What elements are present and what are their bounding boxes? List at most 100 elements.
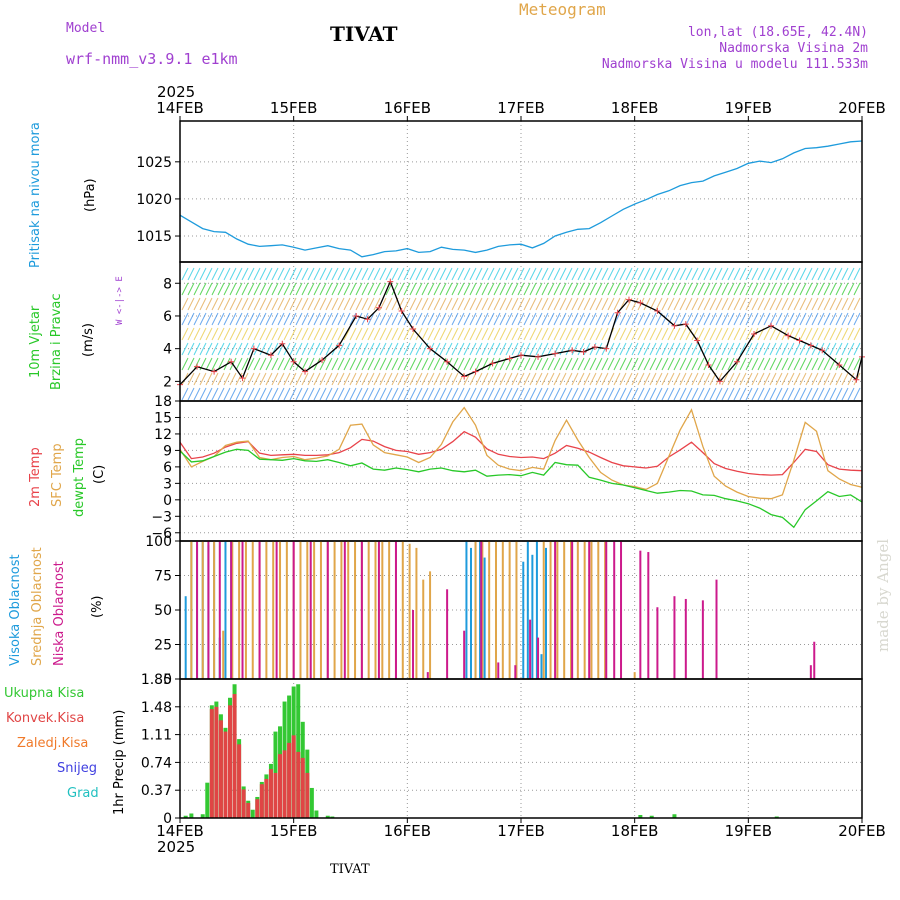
- wind-gust-marker: [250, 345, 257, 352]
- cloud-mid-bar: [563, 541, 566, 679]
- y-tick-label-temperature: 12: [154, 427, 172, 443]
- y-tick-label-temperature: 6: [163, 460, 172, 476]
- cloud-mid-bar: [422, 579, 425, 679]
- wind-gust-marker: [290, 358, 297, 365]
- cloud-low-bar: [275, 541, 278, 679]
- wind-barb-band: [181, 387, 861, 401]
- wind-gust-marker: [211, 368, 218, 375]
- panel-temperature: [175, 400, 863, 542]
- cloud-low-bar: [497, 662, 500, 679]
- cloud-mid-bar: [251, 541, 254, 679]
- cloud-low-bar: [571, 541, 574, 679]
- model-name: wrf-nmm_v3.9.1 e1km: [66, 50, 238, 68]
- precip-conv-bar: [296, 751, 301, 818]
- wind-gust-marker: [461, 373, 468, 380]
- wind-gust-marker: [694, 337, 701, 344]
- precip-total-bar: [672, 814, 677, 818]
- cloud-high-bar: [522, 561, 525, 679]
- cloud-low-bar: [529, 619, 532, 679]
- legend-hail: Grad: [67, 786, 99, 801]
- y-tick-label-wind: 4: [163, 342, 172, 358]
- y-tick-label-temperature: 18: [154, 394, 172, 410]
- wind-gust-marker: [785, 332, 792, 339]
- cloud-low-bar: [554, 541, 557, 679]
- wind-gust-marker: [614, 309, 621, 316]
- y-tick-label-wind: 6: [163, 309, 172, 325]
- precip-conv-bar: [228, 705, 233, 818]
- y-tick-label-wind: 8: [163, 276, 172, 292]
- x-tick-label-top: 19FEB: [725, 99, 772, 117]
- precip-total-bar: [325, 815, 330, 818]
- cloud-mid-bar: [319, 541, 322, 679]
- temperature-sfc-line: [179, 406, 863, 500]
- cloud-mid-bar: [367, 541, 370, 679]
- cloud-low-bar: [343, 541, 346, 679]
- wind-gust-marker: [682, 321, 689, 328]
- y-tick-label-cloud: 75: [154, 569, 172, 585]
- wind-speed-line: [179, 279, 863, 386]
- cloud-mid-bar: [401, 541, 404, 679]
- cloud-low-bar: [684, 598, 687, 679]
- y-tick-label-precip: 1.48: [141, 700, 172, 716]
- precip-total-bar: [250, 809, 255, 818]
- wind-barb-band: [181, 282, 861, 296]
- cloud-low-bar: [588, 541, 591, 679]
- wind-gust-marker: [427, 345, 434, 352]
- lonlat-label: lon,lat (18.65E, 42.4N): [687, 25, 868, 40]
- y-tick-label-precip: 0.74: [141, 755, 172, 771]
- precip-total-bar: [649, 815, 654, 818]
- cloud-mid-bar: [415, 547, 418, 679]
- wind-gust-marker: [716, 378, 723, 385]
- precip-total-bar: [200, 814, 205, 818]
- cloud-low-bar: [715, 579, 718, 679]
- cloud-high-bar: [535, 541, 538, 679]
- y-tick-label-cloud: 25: [154, 638, 172, 654]
- y-tick-label-temperature: −6: [151, 526, 172, 542]
- wind-gust-marker: [603, 345, 610, 352]
- precip-total-bar: [330, 816, 335, 818]
- cloud-mid-bar: [285, 541, 288, 679]
- cloud-low-bar: [230, 541, 233, 679]
- precip-conv-bar: [268, 769, 273, 818]
- x-tick-label-bottom: 14FEB: [156, 822, 203, 840]
- wind-gust-marker: [375, 304, 382, 311]
- cloud-low-bar: [377, 541, 380, 679]
- y-tick-label-temperature: 0: [163, 493, 172, 509]
- wind-gust-marker: [705, 362, 712, 369]
- wind-gust-marker: [398, 308, 405, 315]
- y-tick-label-temperature: −3: [151, 509, 172, 525]
- cloud-mid-bar: [381, 541, 384, 679]
- legend-snow: Snijeg: [57, 761, 97, 776]
- legend-conv-precip: Konvek.Kisa: [6, 711, 85, 726]
- year-top: 2025: [157, 83, 196, 101]
- x-tick-label-top: 14FEB: [156, 99, 203, 117]
- wind-gust-marker: [472, 368, 479, 375]
- cloud-mid-bar: [515, 541, 518, 679]
- panel-wind: [175, 261, 865, 402]
- cloud-low-bar: [207, 541, 210, 679]
- model-label: Model: [66, 21, 106, 36]
- y-tick-label-precip: 0.37: [141, 783, 172, 799]
- x-tick-label-bottom: 15FEB: [270, 822, 317, 840]
- precip-total-bar: [638, 814, 643, 818]
- wind-gust-marker: [807, 342, 814, 349]
- cloud-mid-bar: [306, 541, 309, 679]
- x-tick-label-top: 16FEB: [384, 99, 431, 117]
- precip-conv-bar: [237, 744, 242, 818]
- y-tick-label-temperature: 15: [154, 410, 172, 426]
- wind-gust-marker: [552, 350, 559, 357]
- precip-conv-bar: [305, 772, 310, 818]
- x-tick-label-bottom: 19FEB: [725, 822, 772, 840]
- cloud-high-bar: [184, 596, 187, 679]
- cloud-mid-bar: [333, 541, 336, 679]
- cloud-low-bar: [701, 600, 704, 679]
- cloud-low-bar: [514, 665, 517, 679]
- cloud-mid-bar: [508, 541, 511, 679]
- cloud-mid-bar: [388, 541, 391, 679]
- wind-gust-marker: [625, 296, 632, 303]
- precip-total-bar: [774, 816, 779, 818]
- cloud-mid-bar: [265, 541, 268, 679]
- cloud-low-bar: [480, 541, 483, 679]
- cloud-mid-bar: [429, 571, 432, 679]
- cloud-low-bar: [809, 665, 812, 679]
